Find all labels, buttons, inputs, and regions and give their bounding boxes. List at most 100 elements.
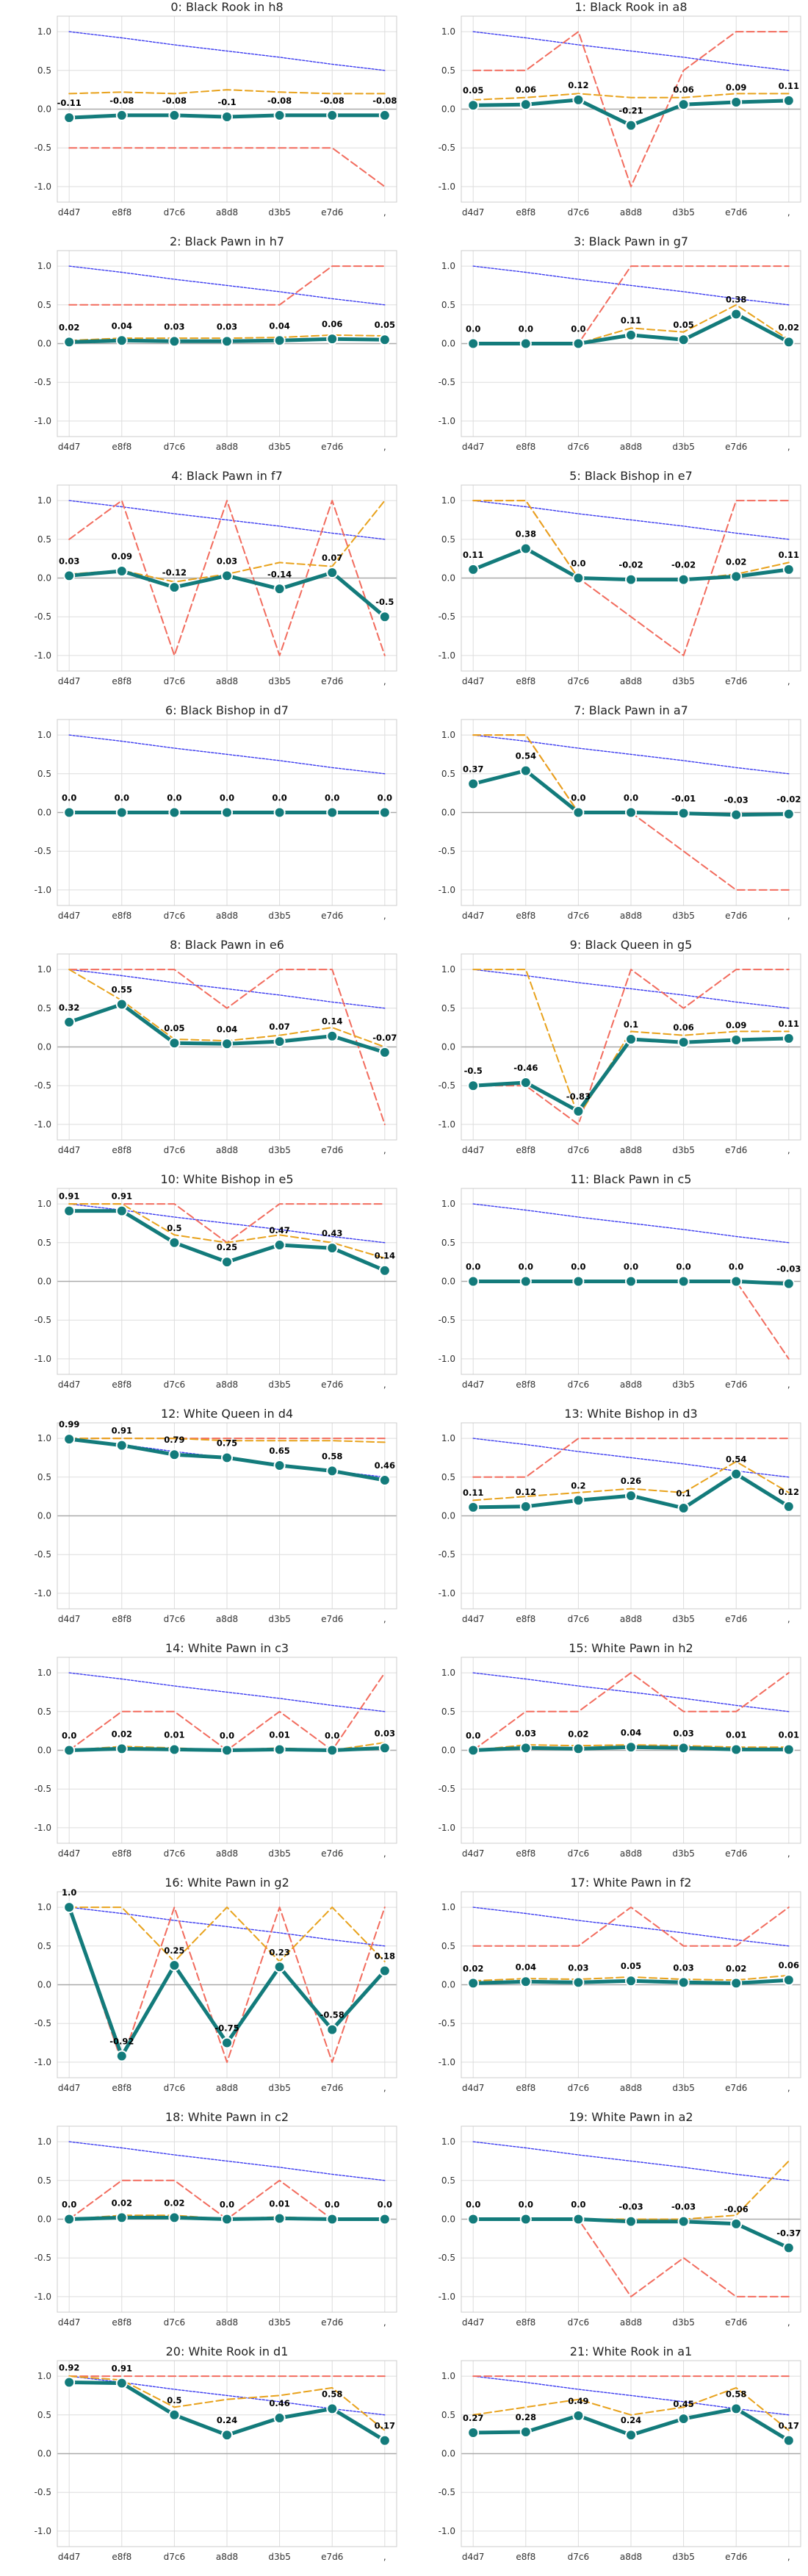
data-label: 0.58 [726,2389,746,2399]
data-point [326,1030,339,1042]
data-point [572,2213,585,2225]
data-label: 0.38 [516,528,536,539]
x-tick-label: d3b5 [268,442,291,452]
series-line-blue [68,31,386,71]
data-label: 0.03 [673,1962,693,1973]
x-tick-label: e8f8 [516,1145,535,1155]
data-point [273,334,286,347]
x-tick-label: d3b5 [672,1145,695,1155]
x-tick-label: a8d8 [216,1145,238,1155]
data-label: -0.5 [375,597,394,607]
x-tick-label: d3b5 [672,442,695,452]
x-tick-label: e8f8 [112,911,131,921]
y-tick-label: 0.0 [37,573,51,584]
data-label: 0.02 [164,2198,184,2208]
data-point [63,1433,76,1446]
data-label: 0.11 [621,315,641,326]
x-tick-label: d3b5 [268,2317,291,2328]
series-line-blue [68,734,386,775]
data-label: 0.75 [217,1438,237,1448]
data-label: 0.79 [164,1435,184,1445]
data-label: 0.0 [729,1262,743,1272]
y-tick-label: 0.0 [37,808,51,818]
x-tick-label: d4d7 [462,2552,485,2562]
data-point [326,1242,339,1255]
chart-panel-10: 10: White Bishop in e5 1.0 0.5 0.0 -0.5 -1.0 d… [35,1172,397,1390]
x-tick-label: d4d7 [58,2552,81,2562]
data-point [63,2376,76,2389]
data-point [730,1275,743,1288]
x-tick-label: e7d6 [321,911,343,921]
data-label: 0.58 [322,1451,342,1461]
data-point [730,1468,743,1480]
x-tick-label: d3b5 [268,911,291,921]
x-tick-label: d3b5 [268,1848,291,1859]
data-label: 0.1 [624,1019,638,1030]
data-point [326,1744,339,1757]
y-tick-label: 1.0 [441,1902,455,1912]
x-tick-label: d7c6 [568,2317,589,2328]
series-line-red [68,500,386,656]
x-tick-label: , [383,1614,386,1624]
data-label: 0.11 [779,81,799,91]
data-point [378,1965,391,1977]
y-tick-label: 0.5 [441,534,455,545]
x-tick-label: d7c6 [568,676,589,686]
data-label: -0.46 [513,1063,538,1073]
chart-panel-20: 20: White Rook in d1 1.0 0.5 0.0 -0.5 -1.0 d4d… [35,2344,397,2562]
x-tick-label: e8f8 [112,1614,131,1624]
y-tick-label: 0.5 [441,1003,455,1013]
data-label: 0.91 [59,1191,79,1202]
y-tick-label: -0.5 [35,1080,51,1091]
data-point [625,1033,637,1045]
data-label: 0.06 [516,85,536,95]
data-point [168,1236,181,1249]
x-tick-label: d4d7 [462,2083,485,2093]
y-tick-label: 0.5 [37,1707,51,1717]
data-point [168,1743,181,1756]
data-label: 0.46 [375,1460,395,1471]
x-tick-label: d4d7 [462,911,485,921]
chart-panel-11: 11: Black Pawn in c5 1.0 0.5 0.0 -0.5 -1.0 d4d… [439,1172,801,1390]
data-label: 0.03 [164,321,184,331]
data-point [467,1744,480,1757]
data-point [572,572,585,584]
y-tick-label: 0.0 [441,1277,455,1287]
plot-border [461,250,801,437]
plot-border [461,1891,801,2078]
data-point [63,2213,76,2225]
chart-title: 15: White Pawn in h2 [569,1641,693,1655]
x-tick-label: e8f8 [516,1614,535,1624]
data-point [519,1076,532,1088]
data-label: 0.92 [59,2363,79,2373]
x-tick-label: e7d6 [321,2317,343,2328]
x-tick-label: a8d8 [216,442,238,452]
data-point [572,1275,585,1288]
plot-border [461,1188,801,1375]
data-label: 0.0 [466,2200,480,2210]
series-line-orange [472,1460,790,1502]
data-point [273,1961,286,1973]
data-label: -0.03 [776,1264,801,1274]
data-point [221,2213,233,2225]
x-tick-label: e8f8 [112,2083,131,2093]
data-label: 0.45 [673,2399,693,2409]
data-label: 0.02 [568,1729,588,1739]
chart-panel-4: 4: Black Pawn in f7 1.0 0.5 0.0 -0.5 -1.0 d4d7… [35,469,397,686]
y-tick-label: -0.5 [439,1080,455,1091]
series-line-red [472,1672,790,1751]
x-tick-label: , [383,2317,386,2328]
x-tick-label: d3b5 [268,2083,291,2093]
y-tick-label: 1.0 [37,1902,51,1912]
x-tick-label: d3b5 [268,676,291,686]
x-tick-label: , [383,1380,386,1390]
x-tick-label: e7d6 [725,1614,747,1624]
data-point [730,96,743,109]
chart-title: 11: Black Pawn in c5 [571,1172,692,1186]
data-label: 0.11 [463,1488,483,1498]
plot-border [461,1422,801,1610]
data-label: 0.06 [322,319,342,329]
y-tick-label: -1.0 [35,885,51,895]
data-label: 0.0 [272,793,286,803]
y-tick-label: 0.5 [441,1238,455,1248]
